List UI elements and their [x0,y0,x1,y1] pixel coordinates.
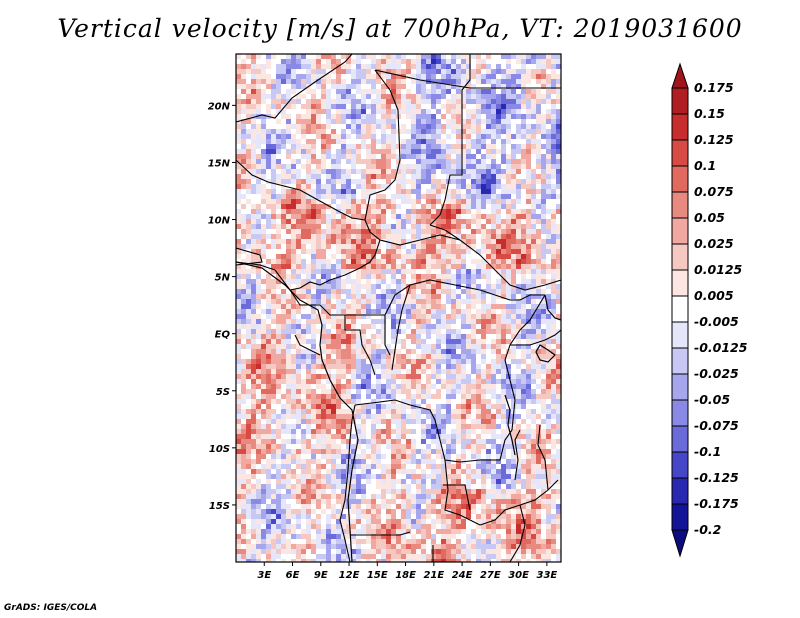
border-line [504,294,546,361]
lat-label: 5N [215,273,231,284]
border-line [514,429,521,481]
lon-label: 18E [395,570,416,581]
map-frame [235,53,562,563]
country-borders [236,54,561,562]
lat-label: 10S [209,444,230,455]
colorbar-segment [671,295,689,323]
colorbar-label: 0.175 [694,80,734,95]
lat-label: 15S [209,501,230,512]
lon-label: 33E [536,570,557,581]
colorbar-label: 0.075 [694,184,734,199]
colorbar-segment [671,399,689,427]
lat-label: 15N [208,158,231,169]
border-line [236,54,353,123]
border-line [510,329,561,346]
coast-line [535,344,556,363]
border-line [289,279,545,316]
border-line [236,159,366,221]
border-line [236,261,291,291]
lat-label: 20N [208,101,231,112]
colorbar-label: 0.05 [694,210,725,225]
colorbar-segment [671,503,689,531]
colorbar-label: 0.005 [694,288,734,303]
colorbar-label: 0.0125 [694,262,743,277]
colorbar-label: -0.075 [694,418,739,433]
border-line [429,224,461,241]
coast-line [236,261,359,562]
lat-label: 5S [216,387,230,398]
border-line [384,315,391,356]
coastline [236,261,561,562]
grads-credit: GrADS: IGES/COLA [4,603,98,613]
colorbar-segment [671,191,689,219]
lat-label: EQ [215,330,231,341]
coast-line [504,394,516,456]
lon-label: 30E [508,570,529,581]
map-title: Vertical velocity [m/s] at 700hPa, VT: 2… [57,14,743,43]
colorbar-label: -0.125 [694,470,739,485]
colorbar-label: -0.1 [694,444,721,459]
lon-label: 12E [339,570,360,581]
colorbar-label: -0.0125 [694,340,748,355]
lon-label: 9E [314,570,328,581]
border-line [374,69,471,89]
lon-label: 6E [286,570,300,581]
colorbar-segment [671,87,689,115]
colorbar-segment [671,373,689,401]
lon-label: 27E [480,570,501,581]
colorbar-segment [671,529,689,558]
border-line [350,531,411,536]
colorbar-segment [671,321,689,349]
colorbar-label: -0.005 [694,314,739,329]
lon-label: 15E [367,570,388,581]
lon-label: 24E [452,570,473,581]
border-line [364,69,401,221]
colorbar-segment [671,347,689,375]
colorbar-segment [671,139,689,167]
colorbar-segment [671,243,689,271]
colorbar-label: -0.175 [694,496,739,511]
colorbar-segment [671,62,689,89]
border-line [537,424,549,491]
lat-label: 10N [208,216,231,227]
border-line [443,484,471,511]
colorbar: 0.175 0.15 0.125 0.1 0.075 0.05 0.025 0.0125 0.0… [671,62,748,558]
border-line [504,359,516,431]
colorbar-label: -0.025 [694,366,739,381]
border-line [339,404,356,562]
border-line [509,504,526,562]
border-line [379,234,561,291]
colorbar-segment [671,165,689,193]
colorbar-label: 0.025 [694,236,734,251]
lon-label: 3E [257,570,271,581]
border-line [344,315,376,376]
colorbar-label: 0.15 [694,106,725,121]
velocity-field [236,54,561,562]
colorbar-label: 0.125 [694,132,734,147]
colorbar-label: -0.05 [694,392,730,407]
colorbar-segment [671,269,689,297]
colorbar-segment [671,113,689,141]
colorbar-segment [671,477,689,505]
map-axes: 20N 15N 10N 5N EQ 5S 10S 15S 3E 6E 9E 12E 15E 18E 21E 2… [208,101,558,581]
colorbar-label: -0.2 [694,522,721,537]
colorbar-label: 0.1 [694,158,716,173]
lon-label: 21E [423,570,444,581]
border-line [289,261,371,291]
border-line [391,284,411,371]
colorbar-segment [671,425,689,453]
coast-line [544,294,561,321]
border-line [354,399,513,463]
border-line [294,334,321,356]
border-line [429,54,471,226]
colorbar-segment [671,451,689,479]
colorbar-segment [671,217,689,245]
